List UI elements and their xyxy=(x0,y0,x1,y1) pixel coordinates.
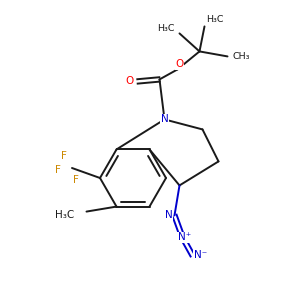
Text: F: F xyxy=(55,165,61,175)
Text: CH₃: CH₃ xyxy=(232,52,250,61)
Text: N: N xyxy=(160,114,168,124)
Text: F: F xyxy=(61,151,67,161)
Text: H₃C: H₃C xyxy=(206,15,224,24)
Text: N⁻: N⁻ xyxy=(194,250,207,260)
Text: N: N xyxy=(165,210,172,220)
Text: O: O xyxy=(176,59,184,69)
Text: H₃C: H₃C xyxy=(157,24,175,33)
Text: N⁺: N⁺ xyxy=(178,232,191,242)
Text: F: F xyxy=(73,175,79,185)
Text: O: O xyxy=(125,76,134,86)
Text: H₃C: H₃C xyxy=(55,210,74,220)
